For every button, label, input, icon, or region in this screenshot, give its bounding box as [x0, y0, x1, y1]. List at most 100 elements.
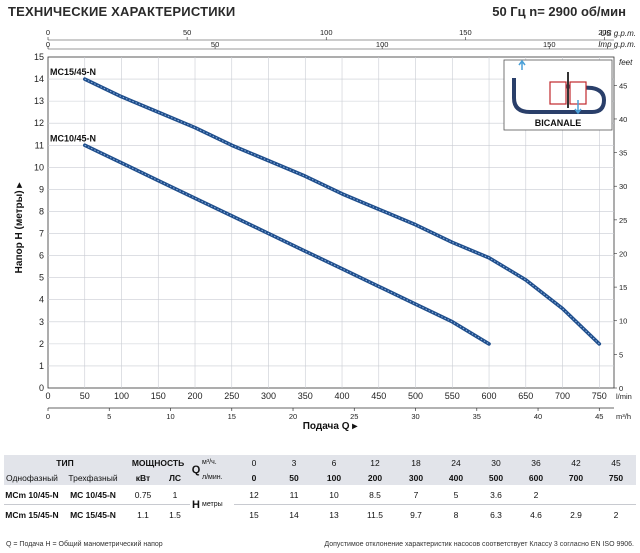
y-tick-label: 11	[35, 140, 44, 150]
head-cell: 11.5	[354, 504, 397, 524]
hp-header: ЛС	[160, 470, 191, 485]
head-cell: 12	[249, 489, 259, 500]
m3h-tick-label: 10	[166, 412, 174, 421]
m3h-tick-label: 35	[473, 412, 481, 421]
h-label: Н	[192, 498, 200, 511]
x-tick-label: 300	[261, 391, 276, 401]
head-cell: 5	[453, 489, 459, 500]
lmin-cell: 700	[556, 470, 597, 485]
m3h-unit-label: m³/h	[616, 412, 631, 421]
head-cell	[556, 485, 596, 505]
inset-label: BICANALE	[535, 118, 582, 128]
single-phase-header: Однофазный	[4, 470, 60, 485]
m3h-tick-label: 30	[411, 412, 419, 421]
m3h-tick-label: 45	[595, 412, 603, 421]
lmin-cell: 600	[516, 470, 557, 485]
y-tick-label: 9	[39, 184, 44, 194]
y-tick-label: 10	[34, 162, 44, 172]
flow-arrow-icon	[518, 59, 526, 70]
x-tick-label: 450	[371, 391, 386, 401]
y-tick-label: 1	[39, 361, 44, 371]
m3h-cell: 6	[314, 455, 355, 470]
x-unit-label: l/min	[616, 392, 632, 401]
power-kw: 1.1	[126, 504, 161, 524]
x-tick-label: 600	[482, 391, 497, 401]
impeller-icon	[549, 81, 567, 105]
series-label-1: MC15/45-N	[50, 67, 96, 77]
m3h-cell: 18	[396, 455, 437, 470]
x-tick-label: 700	[555, 391, 570, 401]
feet-tick-label: 45	[619, 81, 627, 90]
m3h-tick-label: 5	[107, 412, 111, 421]
unit-lmin: л/мин.	[202, 470, 235, 485]
m3h-cell: 30	[476, 455, 517, 470]
us-gpm-tick-label: 0	[46, 28, 50, 37]
x-tick-label: 100	[114, 391, 129, 401]
page-title: ТЕХНИЧЕСКИЕ ХАРАКТЕРИСТИКИ	[8, 4, 236, 19]
footer-tolerance-note: Допустимое отклонение характеристик насо…	[324, 541, 634, 548]
x-tick-label: 500	[408, 391, 423, 401]
y-tick-label: 0	[39, 383, 44, 393]
y-tick-label: 3	[39, 317, 44, 327]
x-axis: 0 50 100 150 200 250 300 350 400 450 500 550 600 650 7…	[45, 391, 631, 421]
x-tick-label: 250	[224, 391, 239, 401]
m3h-tick-label: 20	[289, 412, 297, 421]
y-axis-title: Напор Н (метры) ▸	[14, 182, 25, 274]
power-kw: 0.75	[134, 489, 152, 500]
us-gpm-tick-label: 100	[320, 28, 333, 37]
us-gpm-unit-label: US g.p.m.	[600, 29, 636, 38]
head-cell: 8.5	[369, 489, 381, 500]
x-tick-label: 750	[592, 391, 607, 401]
m3h-cell: 36	[516, 455, 557, 470]
q-label: Q	[190, 455, 203, 485]
y-tick-label: 6	[39, 251, 44, 261]
inset-frame	[503, 59, 613, 131]
feet-tick-label: 20	[619, 249, 627, 258]
lmin-cell: 750	[596, 470, 637, 485]
x-tick-label: 550	[445, 391, 460, 401]
m3h-tick-label: 40	[534, 412, 542, 421]
power-hp: 1	[172, 489, 178, 500]
us-gpm-tick-label: 150	[459, 28, 472, 37]
lmin-cell: 500	[476, 470, 517, 485]
m3h-cell: 24	[436, 455, 477, 470]
imp-gpm-unit-label: Imp g.p.m.	[598, 40, 636, 49]
m3h-cell: 45	[596, 455, 637, 470]
model-single: MCm 10/45-N	[5, 489, 59, 500]
head-cell: 13	[314, 504, 355, 524]
m3h-cell: 3	[274, 455, 315, 470]
m3h-cell: 12	[354, 455, 397, 470]
series-label-2: MC10/45-N	[50, 133, 96, 143]
m3h-cell: 42	[556, 455, 597, 470]
y-tick-label: 14	[34, 74, 44, 84]
m3h-tick-label: 15	[228, 412, 236, 421]
feet-tick-label: 35	[619, 149, 627, 158]
feet-tick-label: 10	[619, 317, 627, 326]
model-single: MCm 15/45-N	[4, 504, 60, 524]
spec-table: ТИП МОЩНОСТЬ Q м³/ч. 0 3 6 12 18 24 30 3…	[0, 455, 640, 535]
head-cell: 14	[274, 504, 315, 524]
m3h-tick-label: 0	[46, 412, 50, 421]
head-cell	[596, 485, 636, 505]
head-cell: 2.9	[556, 504, 597, 524]
feet-tick-label: 25	[619, 216, 627, 225]
feet-tick-label: 30	[619, 182, 627, 191]
x-tick-label: 650	[518, 391, 533, 401]
model-three: MC 15/45-N	[60, 504, 127, 524]
y-tick-label: 7	[39, 229, 44, 239]
head-cell: 11	[289, 489, 299, 500]
head-cell: 2	[533, 489, 539, 500]
top-axes: 0 50 100 150 200 0 50 100 150 US g.p.m. Imp g.p.m.	[46, 28, 636, 50]
y-tick-label: 12	[34, 118, 44, 128]
y-tick-label: 4	[39, 295, 44, 305]
unit-m3h: м³/ч.	[202, 455, 235, 470]
m3h-cell: 0	[234, 455, 275, 470]
lmin-cell: 300	[396, 470, 437, 485]
head-cell: 2	[596, 504, 637, 524]
lmin-cell: 100	[314, 470, 355, 485]
power-header: МОЩНОСТЬ	[126, 455, 191, 470]
head-cell: 3.6	[490, 489, 502, 500]
lmin-cell: 400	[436, 470, 477, 485]
footer-legend: Q = Подача H = Общий манометрический нап…	[6, 541, 163, 548]
